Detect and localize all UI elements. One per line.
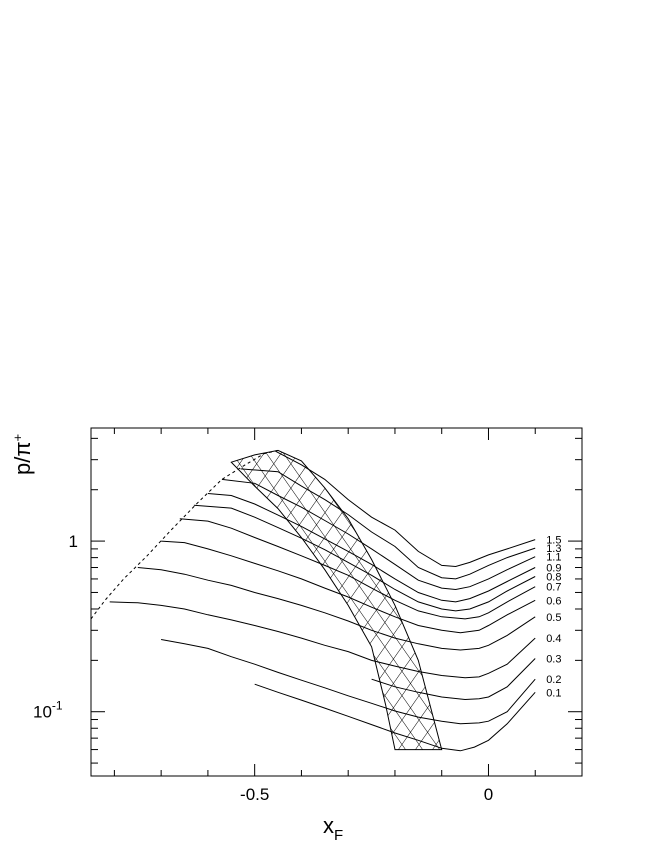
band-outline	[230, 449, 443, 751]
x-axis-label: xF	[323, 813, 343, 844]
series-label-0.9: 0.9	[546, 563, 561, 575]
series-label-1.3: 1.3	[546, 543, 561, 555]
axis-ticks: -0.5 0 1 10-1	[33, 428, 583, 804]
series-label-0.2: 0.2	[546, 674, 561, 686]
series-line-0.9	[207, 493, 536, 603]
series-line-0.5	[137, 567, 536, 651]
band-hatch-b	[231, 450, 442, 750]
series-label-0.6: 0.6	[546, 595, 561, 607]
series-line-1.5	[275, 450, 536, 568]
series-label-0.5: 0.5	[546, 612, 561, 624]
series-lines	[109, 450, 536, 752]
series-labels: 1.51.31.10.90.80.70.6 0.5 0.4 0.3 0.20.1	[546, 535, 561, 700]
series-label-0.3: 0.3	[546, 654, 561, 666]
series-line-0.1	[254, 683, 536, 752]
y-tick-label: 1	[69, 532, 78, 551]
dashed-envelope	[90, 449, 279, 620]
series-label-0.8: 0.8	[546, 572, 561, 584]
series-line-0.7	[179, 518, 536, 620]
series-line-0.8	[193, 504, 536, 612]
series-line-0.3	[371, 658, 536, 701]
x-tick-label: -0.5	[240, 785, 269, 804]
series-label-1.5: 1.5	[546, 535, 561, 547]
hatched-band	[230, 449, 443, 751]
x-tick-label: 0	[484, 785, 493, 804]
series-label-1.1: 1.1	[546, 552, 561, 564]
series-label-0.4: 0.4	[546, 633, 561, 645]
envelope-line	[90, 449, 279, 620]
series-line-0.4	[109, 601, 536, 679]
series-line-0.6	[161, 540, 536, 634]
plot-frame	[90, 427, 583, 777]
series-line-0.2	[161, 639, 536, 725]
series-label-0.1: 0.1	[546, 687, 561, 699]
series-line-1.3	[240, 468, 536, 580]
series-line-1.1	[221, 478, 536, 591]
series-label-0.7: 0.7	[546, 582, 561, 594]
y-axis-label: p/π+	[10, 434, 35, 475]
y-tick-label: 10-1	[33, 699, 63, 722]
